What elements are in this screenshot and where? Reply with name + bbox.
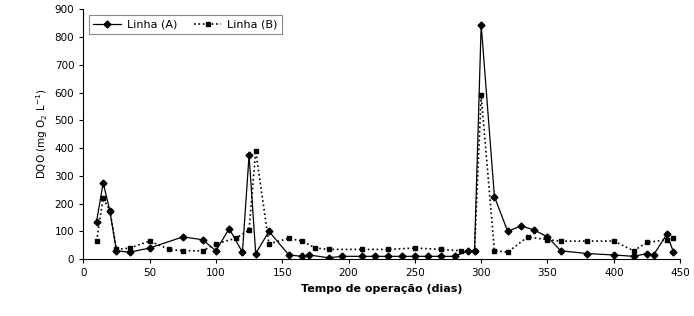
Linha (A)	[112, 249, 121, 253]
Linha (B)	[112, 247, 121, 251]
Linha (B)	[583, 239, 591, 243]
Linha (A)	[92, 220, 101, 224]
Linha (B)	[126, 246, 134, 250]
X-axis label: Tempo de operação (dias): Tempo de operação (dias)	[301, 284, 462, 294]
Linha (B)	[504, 250, 512, 254]
Linha (B)	[669, 236, 677, 240]
Linha (A)	[146, 246, 154, 250]
Linha (A)	[384, 254, 393, 258]
Linha (B)	[543, 238, 552, 242]
Linha (B)	[643, 240, 651, 244]
Linha (A)	[126, 250, 134, 254]
Linha (B)	[198, 249, 207, 253]
Linha (A)	[285, 253, 293, 257]
Linha (A)	[663, 232, 671, 236]
Linha (B)	[165, 247, 174, 251]
Linha (A)	[245, 153, 253, 157]
Linha (A)	[238, 250, 246, 254]
Linha (B)	[285, 236, 293, 240]
Linha (A)	[178, 235, 187, 239]
Linha (A)	[371, 254, 379, 258]
Linha (A)	[437, 254, 446, 258]
Linha (B)	[178, 249, 187, 253]
Linha (B)	[471, 249, 479, 253]
Linha (A)	[450, 254, 459, 258]
Linha (B)	[212, 242, 220, 246]
Linha (A)	[669, 250, 677, 254]
Linha (B)	[411, 246, 419, 250]
Linha (B)	[311, 246, 319, 250]
Line: Linha (B): Linha (B)	[94, 93, 676, 255]
Linha (A)	[424, 254, 432, 258]
Linha (A)	[225, 227, 233, 230]
Linha (B)	[251, 149, 260, 153]
Linha (A)	[557, 249, 565, 253]
Linha (A)	[105, 209, 114, 212]
Linha (B)	[384, 247, 393, 251]
Linha (B)	[457, 249, 466, 253]
Linha (B)	[232, 236, 240, 240]
Linha (A)	[398, 254, 406, 258]
Linha (A)	[629, 254, 638, 258]
Linha (A)	[477, 23, 485, 27]
Linha (B)	[92, 239, 101, 243]
Linha (A)	[517, 224, 525, 228]
Linha (B)	[357, 247, 366, 251]
Linha (A)	[338, 254, 346, 258]
Linha (B)	[477, 94, 485, 97]
Linha (B)	[437, 247, 446, 251]
Linha (A)	[543, 235, 552, 239]
Line: Linha (A): Linha (A)	[94, 22, 676, 260]
Linha (A)	[609, 253, 618, 257]
Linha (A)	[530, 228, 539, 232]
Linha (A)	[650, 253, 658, 257]
Linha (A)	[212, 249, 220, 253]
Legend: Linha (A), Linha (B): Linha (A), Linha (B)	[89, 15, 282, 34]
Linha (A)	[643, 252, 651, 255]
Linha (B)	[523, 235, 532, 239]
Linha (A)	[464, 249, 472, 253]
Linha (A)	[583, 252, 591, 255]
Linha (A)	[198, 238, 207, 242]
Linha (A)	[265, 229, 273, 233]
Linha (A)	[325, 256, 333, 260]
Linha (B)	[105, 209, 114, 212]
Linha (B)	[557, 239, 565, 243]
Linha (B)	[325, 247, 333, 251]
Y-axis label: DQO (mg O$_2$ L$^{-1}$): DQO (mg O$_2$ L$^{-1}$)	[35, 89, 51, 179]
Linha (B)	[629, 249, 638, 253]
Linha (A)	[305, 253, 313, 257]
Linha (B)	[663, 238, 671, 242]
Linha (B)	[146, 239, 154, 243]
Linha (A)	[298, 254, 306, 258]
Linha (B)	[490, 249, 498, 253]
Linha (B)	[609, 239, 618, 243]
Linha (B)	[99, 196, 108, 200]
Linha (A)	[411, 254, 419, 258]
Linha (A)	[471, 249, 479, 253]
Linha (A)	[251, 252, 260, 255]
Linha (A)	[357, 254, 366, 258]
Linha (A)	[99, 181, 108, 185]
Linha (B)	[298, 239, 306, 243]
Linha (B)	[245, 228, 253, 232]
Linha (A)	[504, 229, 512, 233]
Linha (A)	[490, 195, 498, 199]
Linha (B)	[265, 242, 273, 246]
